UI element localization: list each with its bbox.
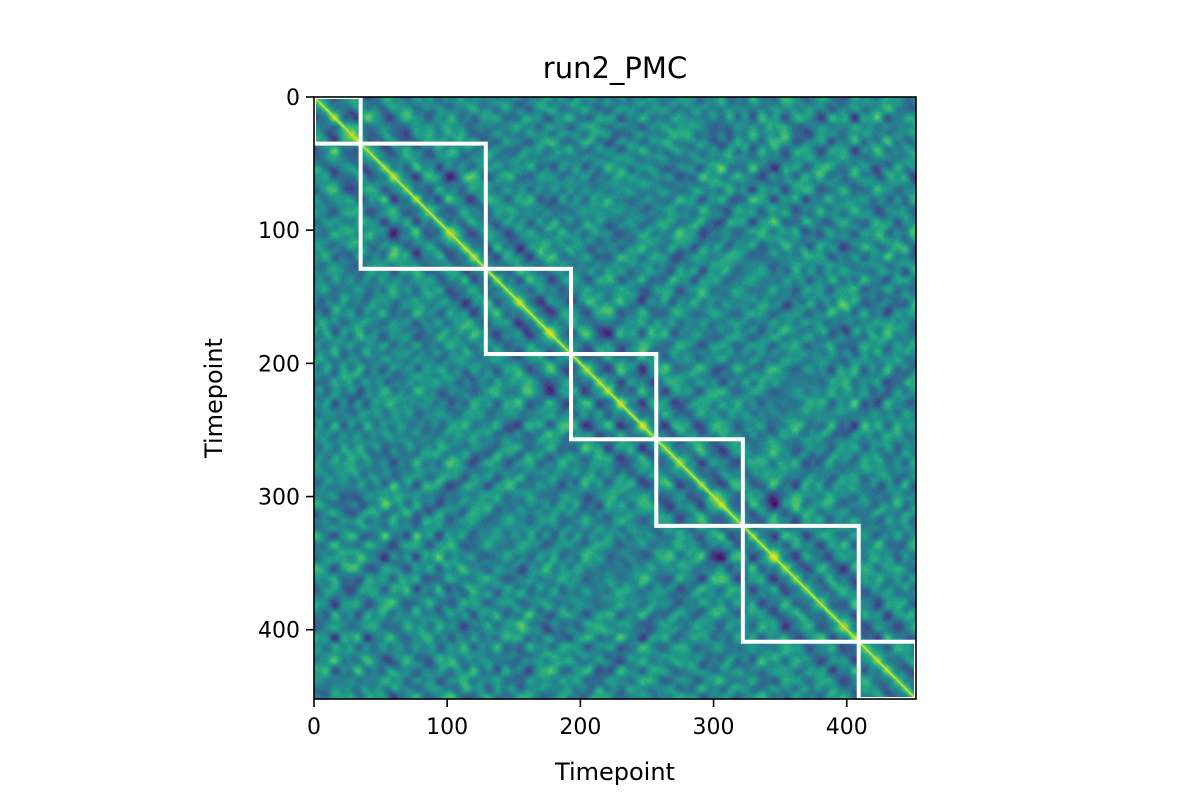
event-box-4 (569, 352, 659, 442)
x-tick-label: 200 (559, 715, 601, 740)
plot-frame (313, 96, 917, 700)
x-axis-label: Timepoint (554, 758, 675, 786)
y-tick-label: 100 (258, 219, 300, 244)
plot-area (312, 95, 919, 702)
y-tick-label: 200 (258, 352, 300, 377)
heatmap-diagonal (313, 96, 917, 700)
event-box-6 (740, 523, 861, 644)
x-tick-label: 0 (307, 715, 321, 740)
chart-title: run2_PMC (543, 51, 687, 85)
y-tick-label: 300 (258, 486, 300, 511)
y-tick-label: 400 (258, 619, 300, 644)
x-axis-ticks: 0 100 200 300 400 (307, 699, 868, 740)
x-tick-label: 400 (826, 715, 868, 740)
y-axis-ticks: 0 100 200 300 400 (258, 86, 314, 644)
x-tick-label: 100 (426, 715, 468, 740)
x-tick-label: 300 (693, 715, 735, 740)
y-axis-label: Timepoint (200, 338, 228, 459)
event-box-3 (483, 266, 574, 357)
y-tick-label: 0 (286, 86, 300, 111)
event-box-2 (358, 141, 488, 271)
event-box-5 (654, 437, 745, 528)
